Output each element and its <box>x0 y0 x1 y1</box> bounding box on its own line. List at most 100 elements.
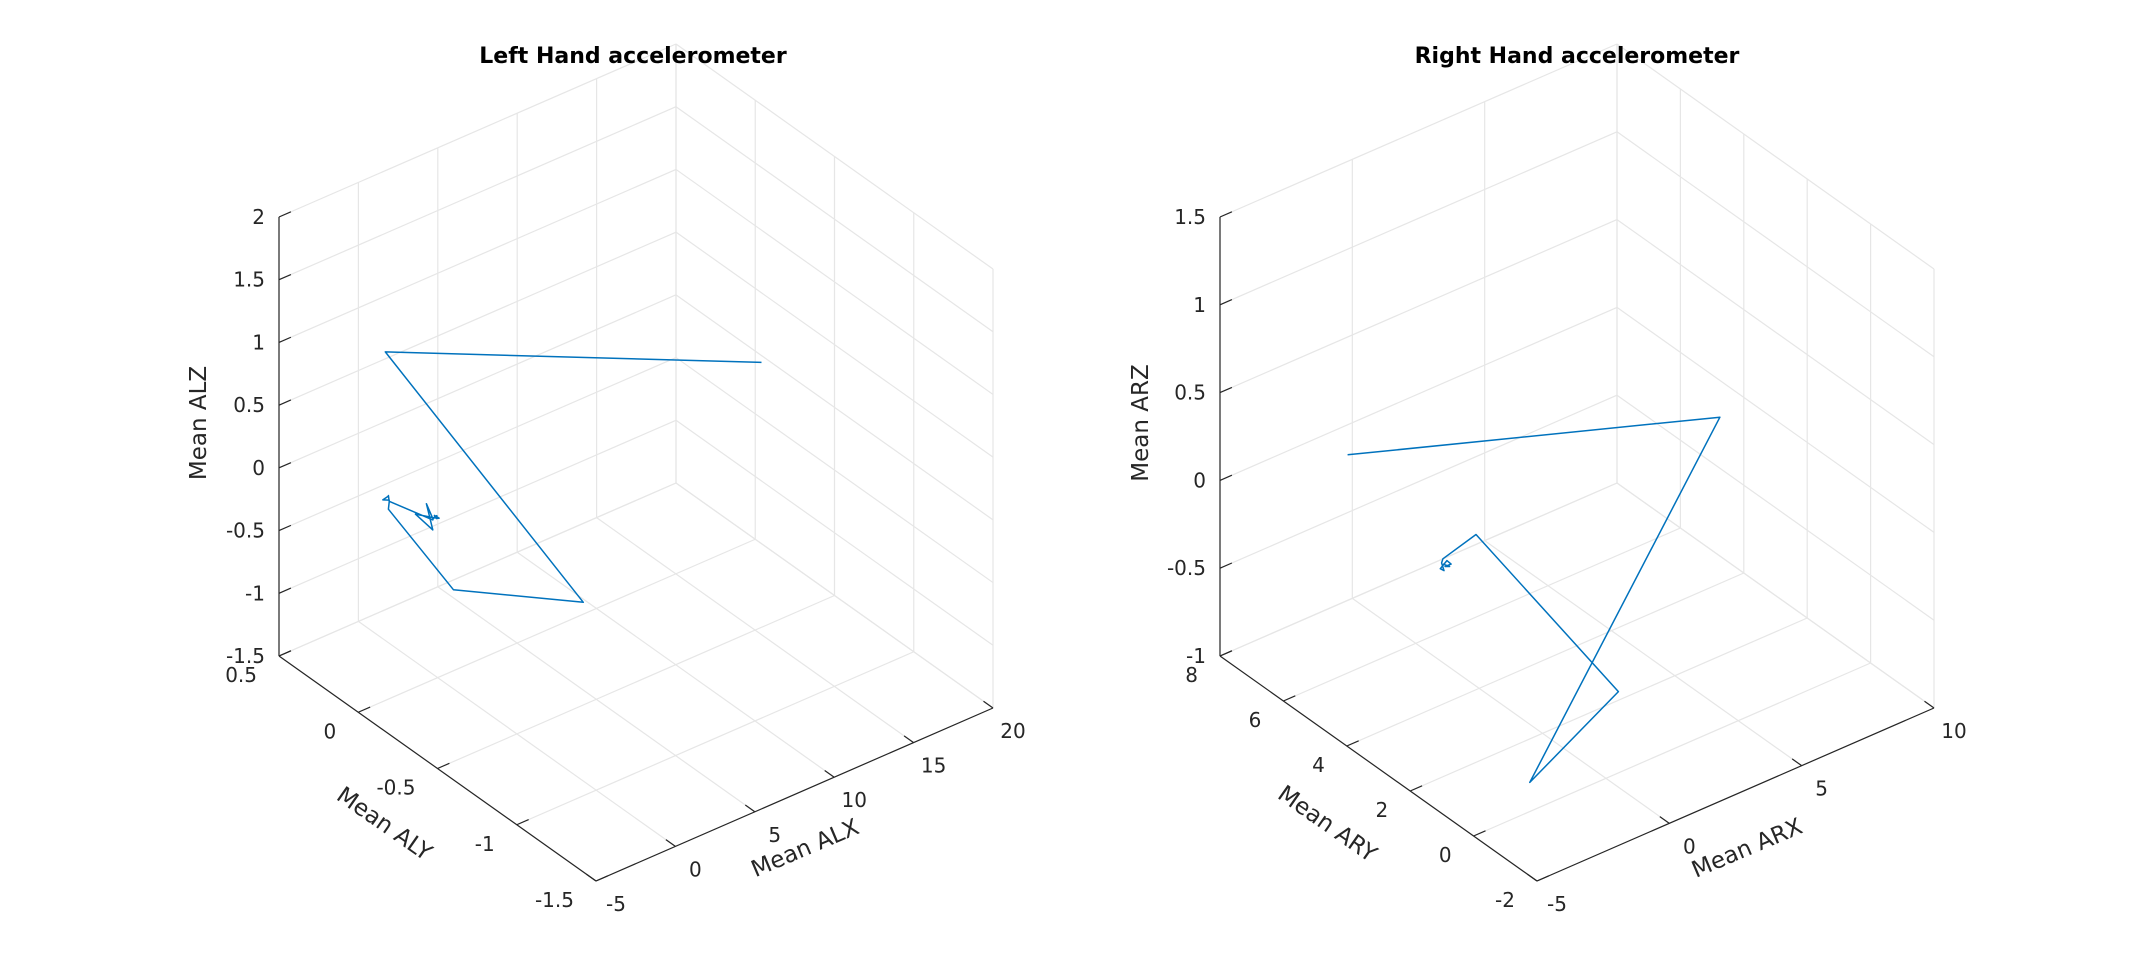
z-tick-mark <box>278 650 292 657</box>
wall-gridline-z <box>1616 482 1935 709</box>
wall-gridline-z <box>278 168 677 343</box>
z-tick-label: -1.5 <box>226 644 265 668</box>
wall-gridline-z <box>675 106 994 333</box>
z-tick-mark <box>1219 474 1233 481</box>
y-tick-label: 6 <box>1249 708 1262 732</box>
z-tick-mark <box>278 336 292 343</box>
wall-gridline-z <box>278 43 677 218</box>
x-tick-label: -5 <box>1547 892 1567 916</box>
x-tick-label: 0 <box>1683 834 1696 858</box>
x-tick-label: 10 <box>1941 719 1966 743</box>
z-tick-mark <box>278 273 292 281</box>
x-tick-mark <box>983 700 994 709</box>
y-tick-label: -1.5 <box>535 888 574 912</box>
z-tick-label: 1 <box>1193 293 1206 317</box>
wall-gridline-z <box>1219 131 1618 306</box>
x-tick-mark <box>586 873 597 882</box>
chart-1: -505101520-1.5-1-0.500.5-1.5-1-0.500.511… <box>186 43 1026 916</box>
floor-gridline-y <box>358 538 756 713</box>
wall-gridline-z <box>278 294 677 469</box>
z-tick-label: 1.5 <box>1174 205 1206 229</box>
z-tick-label: -1 <box>245 581 265 605</box>
x-axis-line <box>595 707 994 882</box>
data-trace-line <box>1347 416 1721 784</box>
wall-gridline-z <box>1616 394 1935 621</box>
wall-gridline-z <box>278 482 677 657</box>
z-tick-mark <box>1219 562 1233 569</box>
floor-gridline-y <box>516 651 914 826</box>
z-tick-label: 0 <box>1193 468 1206 492</box>
y-tick-label: 4 <box>1312 753 1325 777</box>
x-tick-mark <box>1527 873 1538 882</box>
z-tick-mark <box>1219 650 1233 657</box>
floor-gridline-x <box>1484 540 1803 767</box>
x-tick-mark <box>1791 758 1803 767</box>
z-axis-label: Mean ALZ <box>186 366 212 480</box>
x-tick-label: 10 <box>841 788 866 812</box>
z-tick-mark <box>278 524 292 532</box>
z-tick-label: -0.5 <box>226 519 265 543</box>
x-tick-mark <box>903 735 914 744</box>
z-tick-label: 1 <box>252 330 265 354</box>
wall-gridline-z <box>278 231 677 406</box>
z-tick-mark <box>278 399 292 406</box>
wall-gridline-z <box>675 482 994 709</box>
floor-gridline-y <box>1473 662 1871 837</box>
wall-gridline-z <box>675 43 994 270</box>
wall-gridline-z <box>1219 482 1618 657</box>
y-tick-mark <box>1346 740 1359 747</box>
z-tick-mark <box>1219 299 1233 306</box>
z-tick-label: -0.5 <box>1167 556 1206 580</box>
wall-gridline-z <box>1616 219 1935 446</box>
y-tick-label: -2 <box>1495 888 1515 912</box>
z-tick-label: -1 <box>1186 644 1206 668</box>
wall-gridline-z <box>1219 219 1618 394</box>
wall-gridline-z <box>278 357 677 532</box>
y-tick-mark <box>1409 785 1423 792</box>
z-tick-mark <box>1219 386 1233 394</box>
x-tick-mark <box>1659 816 1670 824</box>
z-tick-mark <box>278 211 292 218</box>
floor-gridline-y <box>1409 617 1808 792</box>
y-tick-mark <box>1536 875 1550 882</box>
y-tick-mark <box>1473 830 1486 837</box>
z-tick-label: 1.5 <box>233 268 265 292</box>
y-tick-mark <box>516 819 529 826</box>
y-tick-label: 8 <box>1185 663 1198 687</box>
y-tick-mark <box>358 706 371 713</box>
z-tick-label: 0.5 <box>1174 381 1206 405</box>
x-tick-label: 0 <box>689 857 702 881</box>
z-axis-label: Mean ARZ <box>1128 364 1154 481</box>
z-tick-label: 2 <box>252 205 265 229</box>
y-axis-label: Mean ARY <box>1273 781 1382 868</box>
x-tick-mark <box>744 804 756 813</box>
x-tick-mark <box>824 769 835 778</box>
y-tick-label: 0 <box>1439 843 1452 867</box>
y-tick-label: -0.5 <box>376 776 415 800</box>
wall-gridline-z <box>1219 394 1618 569</box>
y-tick-mark <box>595 875 609 882</box>
x-tick-mark <box>1924 700 1935 709</box>
y-tick-label: 0.5 <box>225 663 257 687</box>
data-trace-line <box>382 351 762 604</box>
x-tick-label: 5 <box>1815 777 1828 801</box>
wall-gridline-z <box>1219 43 1618 218</box>
wall-gridline-z <box>278 419 677 594</box>
x-tick-label: -5 <box>606 892 626 916</box>
wall-gridline-z <box>675 168 994 395</box>
x-tick-label: 15 <box>921 754 946 778</box>
floor-gridline-x <box>1351 597 1670 824</box>
wall-gridline-z <box>1219 306 1618 481</box>
floor-gridline-y <box>1283 527 1681 702</box>
wall-gridline-z <box>278 106 677 281</box>
x-axis-label: Mean ARX <box>1688 814 1806 884</box>
y-tick-mark <box>437 762 450 770</box>
x-tick-mark <box>665 839 676 847</box>
wall-gridline-z <box>1616 306 1935 533</box>
floor-gridline-y <box>1346 572 1745 747</box>
x-axis-line <box>1536 707 1935 882</box>
y-axis-line <box>1219 655 1538 882</box>
wall-gridline-z <box>675 231 994 458</box>
y-tick-label: -1 <box>475 832 495 856</box>
x-tick-label: 5 <box>768 823 781 847</box>
